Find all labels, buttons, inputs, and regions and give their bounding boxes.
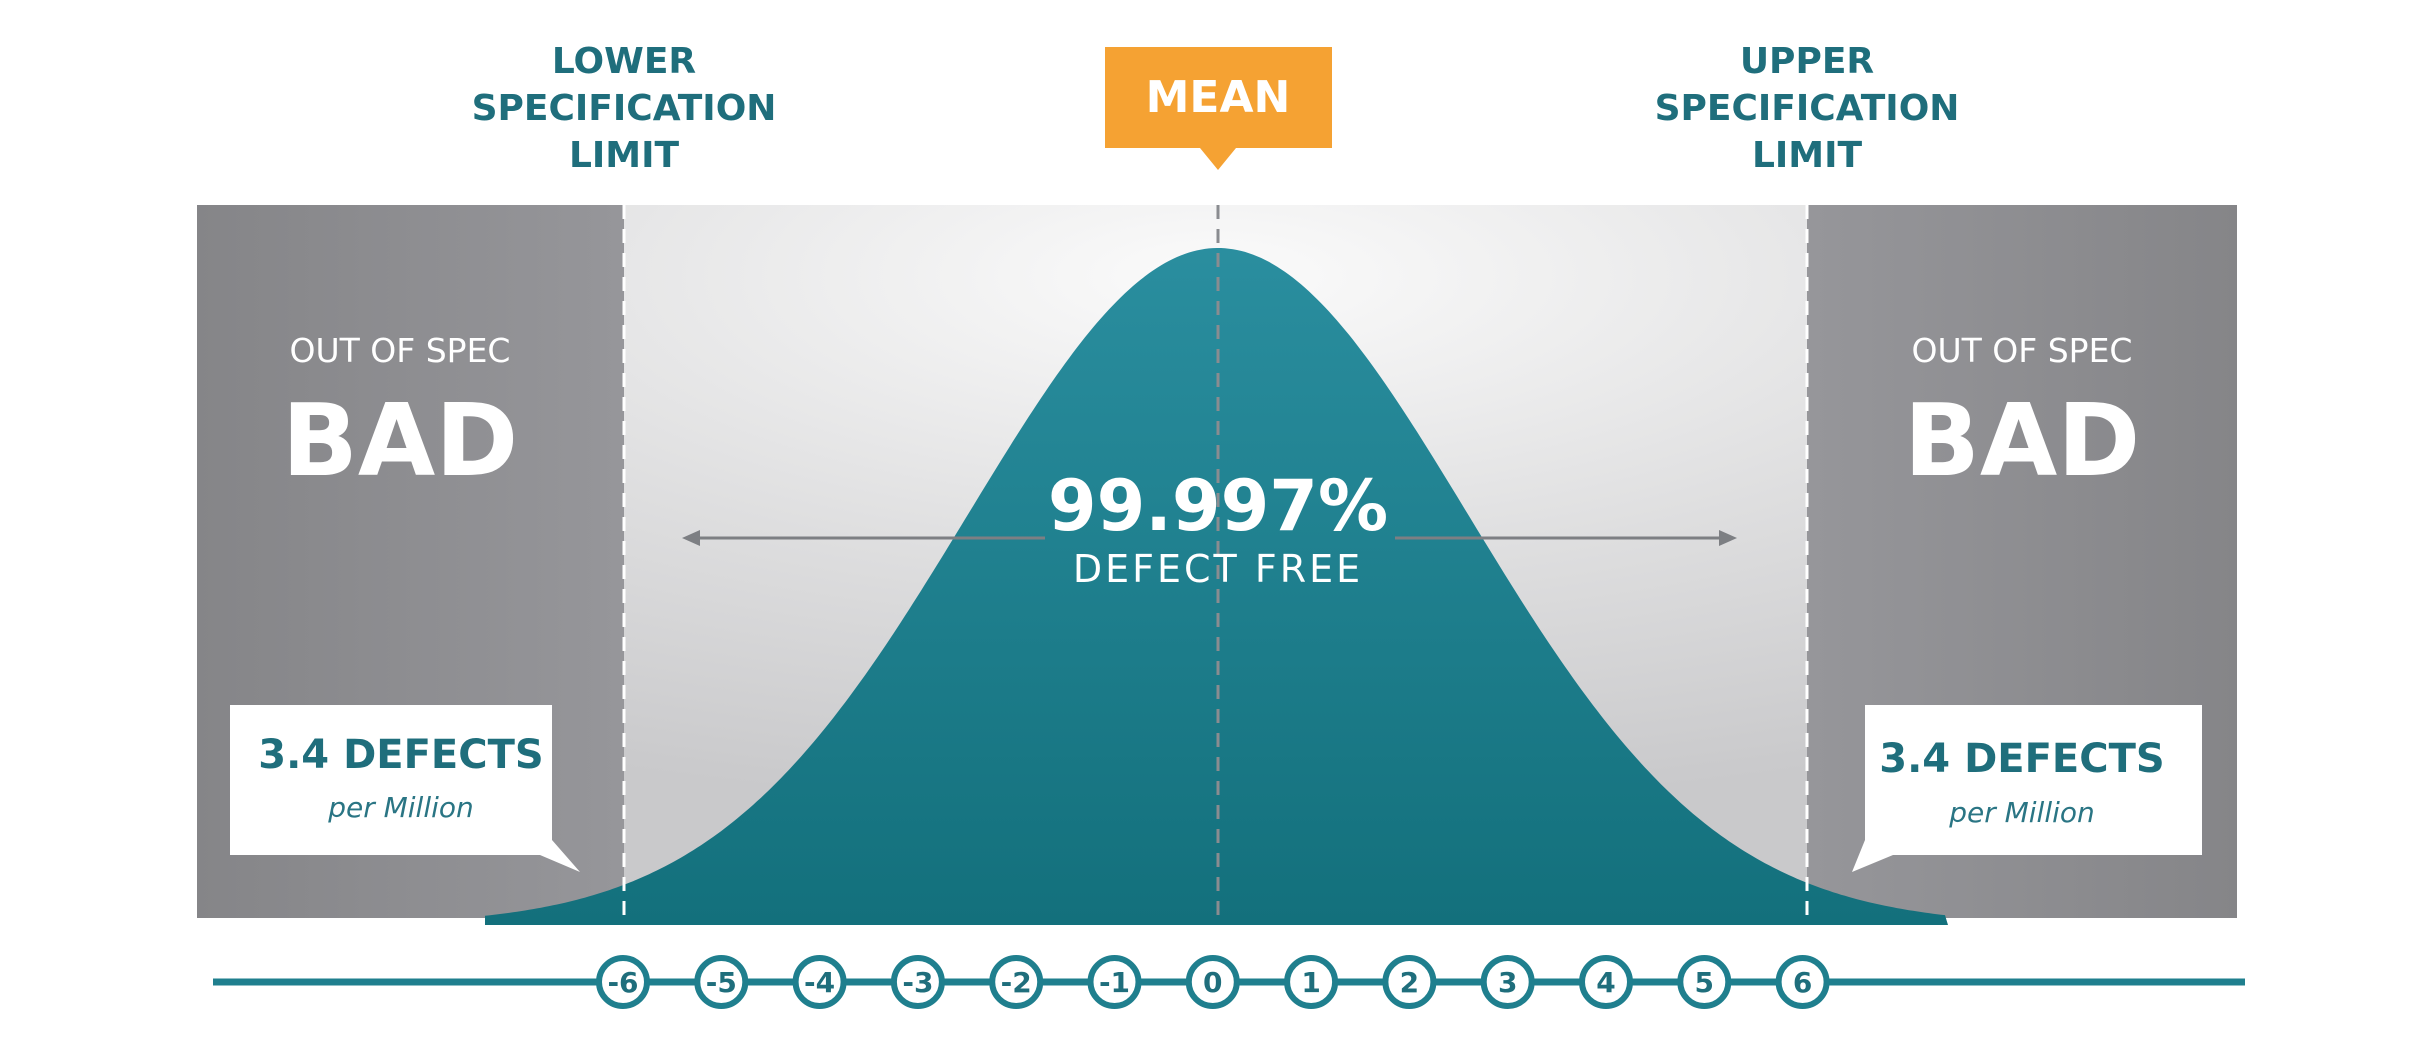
out-of-spec-caption-right: OUT OF SPEC — [1912, 331, 2133, 370]
sigma-tick-circle — [1185, 955, 1240, 1009]
bad-label-right: BAD — [1904, 382, 2141, 499]
sigma-tick-circle — [1382, 955, 1437, 1009]
defects-callout-right-subtitle: per Million — [1948, 796, 2095, 829]
sigma-tick-label: -6 — [607, 966, 638, 999]
sigma-tick-label: -5 — [706, 966, 737, 999]
sigma-tick-label: -4 — [804, 966, 835, 999]
normal-distribution-curve — [485, 248, 1948, 925]
defects-callout-right-title: 3.4 DEFECTS — [1879, 736, 2164, 782]
sigma-tick-circle — [1087, 955, 1142, 1009]
upper-label-line-1: UPPER — [1740, 41, 1874, 82]
sigma-tick-label: 0 — [1203, 966, 1222, 999]
sigma-tick-label: 2 — [1400, 966, 1419, 999]
sigma-tick-label: 4 — [1596, 966, 1615, 999]
sigma-tick-circle — [1579, 955, 1633, 1009]
sigma-tick-label: -3 — [902, 966, 933, 999]
defect-free-caption: DEFECT FREE — [1073, 547, 1363, 591]
defects-callout-left-title: 3.4 DEFECTS — [258, 732, 543, 778]
upper-label-line-2: SPECIFICATION — [1655, 88, 1960, 129]
defects-callout-left: 3.4 DEFECTS per Million — [230, 705, 580, 872]
sigma-tick-label: 1 — [1301, 966, 1320, 999]
lower-spec-limit-label: LOWER SPECIFICATION LIMIT — [472, 41, 777, 176]
sigma-tick-circle — [1284, 955, 1339, 1009]
sigma-tick-label: 5 — [1695, 966, 1714, 999]
mean-badge: MEAN — [1105, 47, 1332, 170]
sigma-tick-label: 6 — [1793, 966, 1812, 999]
sigma-tick-label: 3 — [1498, 966, 1517, 999]
sigma-tick-circle — [1775, 955, 1830, 1009]
upper-label-line-3: LIMIT — [1752, 135, 1863, 176]
defect-free-percentage: 99.997% — [1048, 465, 1388, 547]
out-of-spec-caption-left: OUT OF SPEC — [290, 331, 511, 370]
sigma-tick-circle — [596, 955, 650, 1009]
defects-callout-left-subtitle: per Million — [327, 791, 474, 824]
spread-arrow — [682, 530, 1737, 546]
mean-badge-label: MEAN — [1146, 72, 1291, 123]
lower-label-line-3: LIMIT — [569, 135, 680, 176]
sigma-tick-circle — [792, 955, 847, 1009]
sigma-tick-circle — [890, 955, 945, 1009]
sigma-tick-label: -1 — [1099, 966, 1130, 999]
sigma-tick-circle — [1480, 955, 1535, 1009]
bad-label-left: BAD — [282, 382, 519, 499]
sigma-tick-circle — [694, 955, 749, 1009]
upper-spec-limit-label: UPPER SPECIFICATION LIMIT — [1655, 41, 1960, 176]
sigma-tick-circle — [1677, 955, 1732, 1009]
lower-label-line-1: LOWER — [552, 41, 696, 82]
lower-label-line-2: SPECIFICATION — [472, 88, 777, 129]
sigma-tick-label: -2 — [1001, 966, 1032, 999]
sigma-scale: -6 -5 -4 -3 -2 -1 0 1 2 3 4 5 6 — [596, 955, 1830, 1009]
sigma-tick-circle — [989, 955, 1044, 1009]
defects-callout-right: 3.4 DEFECTS per Million — [1852, 705, 2202, 872]
